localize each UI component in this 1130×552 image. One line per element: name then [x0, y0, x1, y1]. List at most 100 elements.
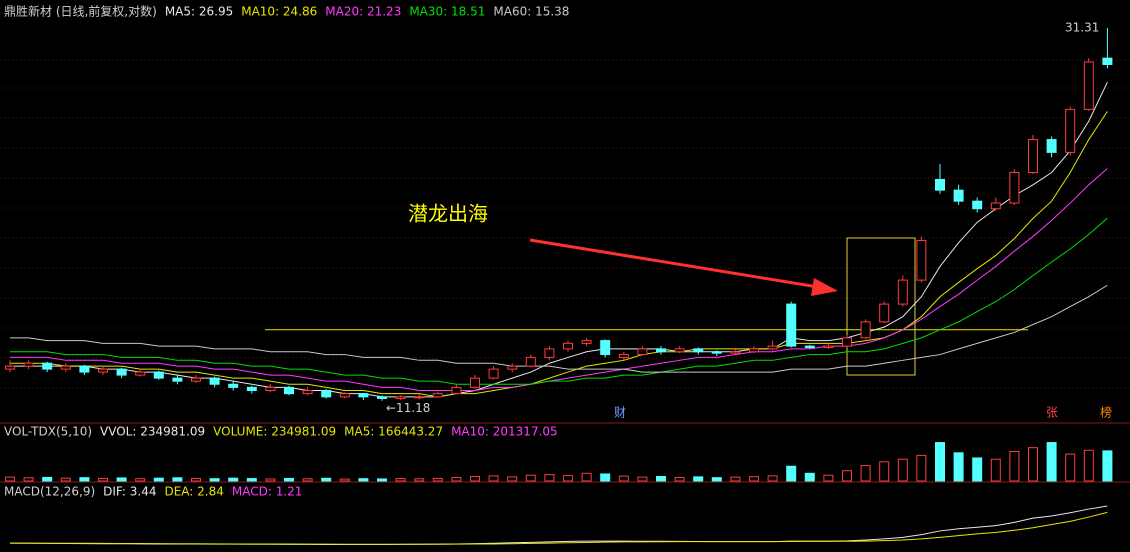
- volume-bar: [135, 478, 146, 482]
- volume-bar: [730, 476, 741, 482]
- volume-bar: [116, 477, 127, 482]
- volume-bar: [302, 478, 313, 482]
- volume-bar: [265, 478, 276, 482]
- candle-body: [823, 345, 834, 349]
- volume-bar: [414, 478, 425, 482]
- highlight-box: [846, 237, 916, 376]
- legend-text: MA20: 21.23: [325, 5, 401, 19]
- candle-body: [1065, 108, 1076, 153]
- candle-body: [1046, 139, 1057, 153]
- volume-bar: [916, 454, 927, 482]
- volume-bar: [804, 472, 815, 482]
- volume-bar: [191, 477, 201, 482]
- candle-body: [879, 303, 890, 323]
- volume-bar: [60, 477, 71, 482]
- candle-body: [600, 340, 611, 356]
- volume-bar: [98, 477, 108, 482]
- candle-body: [693, 348, 704, 353]
- volume-bar: [618, 475, 629, 482]
- volume-bar: [1102, 450, 1113, 482]
- macd-line: [9, 505, 1108, 545]
- volume-bar: [935, 442, 945, 482]
- candle-body: [246, 386, 257, 391]
- volume-bar: [488, 475, 499, 482]
- volume-bar: [1046, 442, 1057, 482]
- legend-text: MA5: 26.95: [165, 5, 233, 19]
- candle-body: [860, 321, 871, 339]
- legend-text: MACD: 1.21: [232, 485, 303, 499]
- candle-body: [209, 377, 220, 385]
- volume-bar: [246, 478, 257, 482]
- volume-bar: [1009, 451, 1020, 482]
- volume-bar: [358, 478, 369, 482]
- candle-body: [525, 356, 536, 367]
- flag: 榜: [1100, 405, 1112, 420]
- volume-bar: [23, 477, 34, 482]
- volume-bar: [693, 476, 704, 482]
- legend-text: MA30: 18.51: [409, 5, 485, 19]
- candle-body: [730, 351, 741, 354]
- ma-line: [10, 81, 1108, 398]
- volume-bar: [1083, 449, 1094, 482]
- volume-bar: [879, 461, 890, 482]
- annotation: 潜龙出海: [408, 202, 488, 226]
- candle-body: [749, 348, 759, 353]
- high-label: 31.31: [1065, 20, 1099, 34]
- volume-bar: [451, 476, 462, 482]
- candle-body: [1102, 57, 1113, 65]
- volume-bar: [1028, 447, 1038, 482]
- candle-body: [990, 202, 1001, 210]
- volume-bar: [823, 474, 834, 482]
- candle-body: [488, 368, 499, 379]
- volume-bar: [377, 478, 387, 482]
- candle-body: [432, 393, 443, 398]
- candle-body: [135, 371, 146, 376]
- candle-body: [972, 200, 983, 210]
- volume-bar: [209, 478, 220, 482]
- volume-bar: [767, 475, 778, 482]
- volume-bar: [5, 476, 15, 482]
- legend-text: MA5: 166443.27: [344, 425, 443, 439]
- candle-body: [395, 396, 406, 399]
- candle-body: [953, 189, 964, 202]
- volume-bar: [749, 476, 759, 482]
- ma-line: [10, 168, 1108, 391]
- low-label: ←11.18: [386, 401, 430, 415]
- volume-bar: [972, 457, 983, 482]
- volume-bar: [395, 478, 406, 482]
- volume-bar: [563, 475, 573, 482]
- candle-body: [98, 368, 108, 373]
- legend-text: MA10: 201317.05: [451, 425, 558, 439]
- volume-bar: [321, 477, 332, 482]
- candle-body: [786, 303, 797, 347]
- volume-bar: [786, 465, 797, 482]
- candle-body: [618, 354, 629, 358]
- candle-body: [581, 340, 592, 344]
- candle-body: [79, 365, 90, 373]
- candle-body: [153, 371, 164, 379]
- volume-bar: [432, 477, 443, 482]
- volume-bar: [470, 476, 480, 482]
- flag: 财: [614, 406, 626, 420]
- volume-bar: [172, 477, 183, 482]
- candle-body: [656, 348, 666, 353]
- candle-body: [767, 345, 778, 350]
- candle-body: [674, 348, 685, 353]
- candle-body: [5, 365, 15, 370]
- legend-text: 鼎胜新材 (日线,前复权,对数): [4, 4, 157, 19]
- candle-body: [544, 348, 555, 358]
- volume-bar: [953, 452, 964, 482]
- candle-body: [172, 377, 183, 382]
- volume-bar: [339, 478, 350, 482]
- candle-body: [897, 279, 908, 305]
- candle-body: [1009, 171, 1020, 204]
- candle-body: [284, 386, 294, 395]
- volume-bar: [42, 476, 53, 482]
- macd-line: [9, 511, 1108, 545]
- candle-body: [563, 342, 573, 350]
- volume-bar: [897, 458, 908, 482]
- candle-body: [470, 377, 480, 388]
- candle-body: [637, 348, 648, 356]
- candle-body: [358, 393, 369, 398]
- legend-text: VVOL: 234981.09: [100, 425, 205, 439]
